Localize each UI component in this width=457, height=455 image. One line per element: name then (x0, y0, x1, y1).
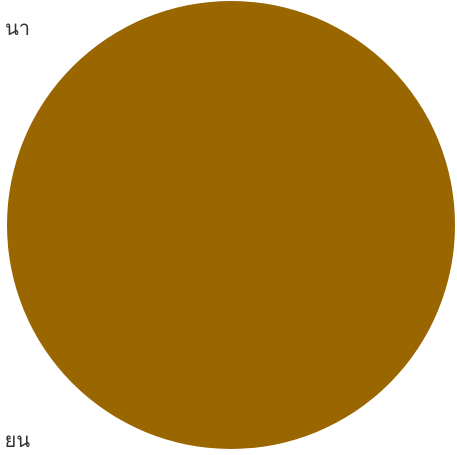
pie-slice-0 (7, 1, 455, 449)
slice-label-bottom: ยน (4, 428, 30, 452)
slice-label-top: นา (5, 16, 30, 40)
